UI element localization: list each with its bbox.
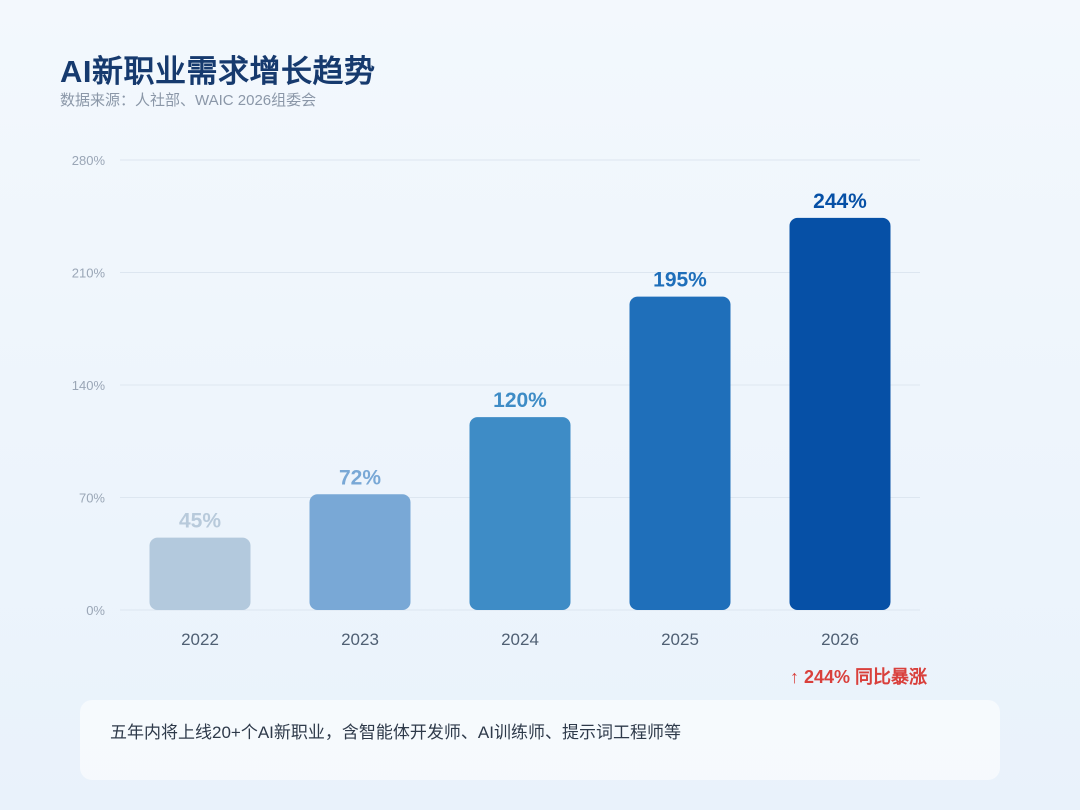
footer-note-box: 五年内将上线20+个AI新职业，含智能体开发师、AI训练师、提示词工程师等 <box>80 700 1000 780</box>
y-tick-label: 70% <box>79 491 105 506</box>
y-tick-label: 140% <box>72 378 106 393</box>
bar-2022 <box>149 537 251 610</box>
x-tick-label-2022: 2022 <box>181 630 219 649</box>
x-tick-label-2024: 2024 <box>501 630 539 649</box>
x-tick-label-2025: 2025 <box>661 630 699 649</box>
y-tick-label: 280% <box>72 153 106 168</box>
y-axis-ticks: 0% 70% 140% 210% 280% <box>72 153 106 618</box>
y-tick-label: 0% <box>86 603 105 618</box>
gridlines <box>120 159 920 611</box>
x-tick-label-2026: 2026 <box>821 630 859 649</box>
data-labels: 45% 72% 120% 195% 244% <box>179 190 867 533</box>
x-axis-ticks: 2022 2023 2024 2025 2026 <box>181 630 859 649</box>
footer-note-text: 五年内将上线20+个AI新职业，含智能体开发师、AI训练师、提示词工程师等 <box>110 723 681 742</box>
data-label-2022: 45% <box>179 510 221 533</box>
data-label-2026: 244% <box>813 190 867 213</box>
growth-note: ↑ 244% 同比暴涨 <box>789 667 927 687</box>
y-tick-label: 210% <box>72 266 106 281</box>
bar-2026 <box>789 217 891 610</box>
bar-2023 <box>309 494 411 610</box>
data-label-2024: 120% <box>493 389 547 412</box>
data-source-subtitle: 数据来源：人社部、WAIC 2026组委会 <box>60 92 317 109</box>
bar-2024 <box>469 417 571 610</box>
bar-chart: 0% 70% 140% 210% 280% 45% 72% 120% 195% 244% 202… <box>72 153 920 649</box>
data-label-2023: 72% <box>339 466 381 489</box>
bar-2025 <box>629 296 731 610</box>
x-tick-label-2023: 2023 <box>341 630 379 649</box>
data-label-2025: 195% <box>653 269 707 292</box>
page-title: AI新职业需求增长趋势 <box>60 54 376 89</box>
bars <box>149 217 891 610</box>
